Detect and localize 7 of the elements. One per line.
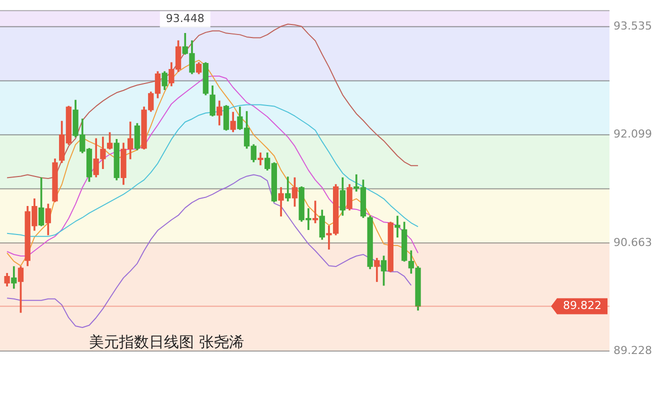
y-tick-label: 93.535 [614,20,652,33]
text: 美元指数日线图 张尧浠 [89,332,244,351]
ref-line-label: 89.822 [563,299,602,312]
y-tick-label: 90.663 [614,236,652,249]
y-tick-label: 89.228 [614,344,652,357]
annotation: 93.448 [166,12,204,26]
y-tick-label: 92.099 [614,128,652,141]
